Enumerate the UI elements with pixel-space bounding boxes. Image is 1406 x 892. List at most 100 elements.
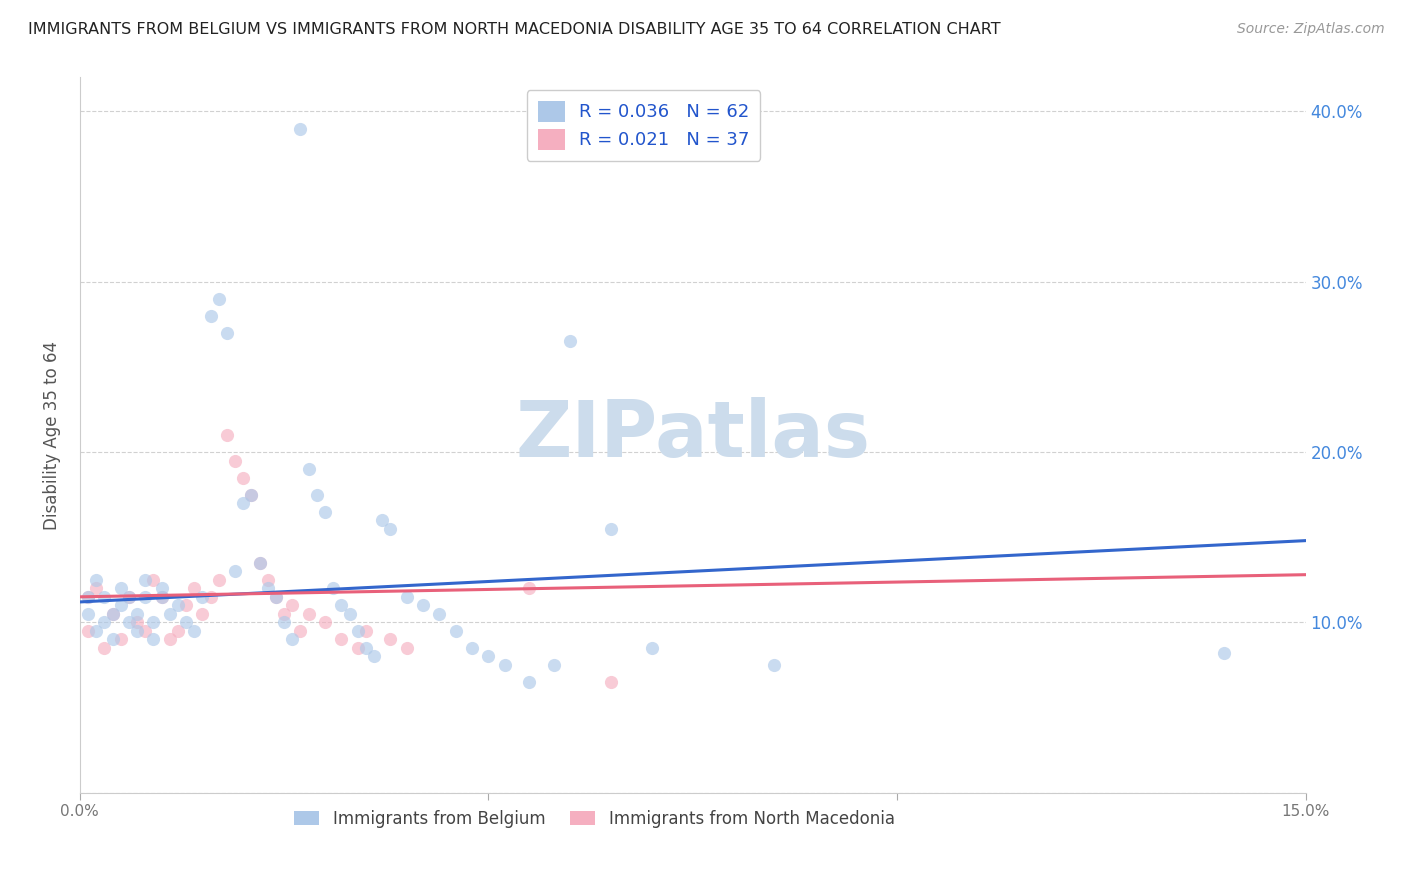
Point: [191, 607, 214, 621]
Point: [363, 649, 385, 664]
Point: [134, 573, 156, 587]
Point: [174, 599, 197, 613]
Point: [240, 488, 263, 502]
Point: [215, 428, 238, 442]
Point: [110, 599, 132, 613]
Point: [494, 657, 516, 672]
Point: [412, 599, 434, 613]
Point: [134, 624, 156, 638]
Point: [641, 640, 664, 655]
Point: [142, 632, 165, 647]
Point: [354, 640, 377, 655]
Point: [200, 590, 222, 604]
Point: [461, 640, 484, 655]
Point: [125, 615, 148, 630]
Point: [339, 607, 361, 621]
Point: [380, 522, 402, 536]
Point: [380, 632, 402, 647]
Text: ZIPatlas: ZIPatlas: [515, 397, 870, 473]
Legend: Immigrants from Belgium, Immigrants from North Macedonia: Immigrants from Belgium, Immigrants from…: [288, 803, 901, 834]
Point: [305, 488, 328, 502]
Point: [256, 573, 278, 587]
Point: [101, 632, 124, 647]
Point: [150, 590, 173, 604]
Point: [150, 590, 173, 604]
Point: [256, 582, 278, 596]
Point: [77, 590, 100, 604]
Point: [150, 582, 173, 596]
Point: [371, 513, 394, 527]
Point: [224, 453, 246, 467]
Point: [77, 590, 100, 604]
Point: [159, 632, 181, 647]
Point: [249, 556, 271, 570]
Point: [93, 590, 115, 604]
Point: [125, 607, 148, 621]
Point: [118, 590, 141, 604]
Point: [142, 573, 165, 587]
Point: [273, 615, 295, 630]
Point: [191, 590, 214, 604]
Point: [600, 675, 623, 690]
Point: [314, 505, 336, 519]
Point: [281, 632, 304, 647]
Point: [354, 624, 377, 638]
Point: [298, 462, 321, 476]
Point: [249, 556, 271, 570]
Point: [134, 590, 156, 604]
Point: [167, 599, 190, 613]
Point: [517, 582, 540, 596]
Point: [264, 590, 287, 604]
Point: [118, 590, 141, 604]
Point: [232, 470, 254, 484]
Point: [101, 607, 124, 621]
Point: [346, 640, 368, 655]
Point: [330, 632, 353, 647]
Point: [232, 496, 254, 510]
Point: [110, 632, 132, 647]
Point: [215, 326, 238, 340]
Point: [264, 590, 287, 604]
Point: [477, 649, 499, 664]
Point: [167, 624, 190, 638]
Point: [600, 522, 623, 536]
Point: [77, 624, 100, 638]
Point: [208, 292, 231, 306]
Point: [200, 309, 222, 323]
Point: [558, 334, 581, 349]
Point: [183, 624, 205, 638]
Point: [159, 607, 181, 621]
Point: [77, 607, 100, 621]
Point: [1212, 646, 1234, 660]
Point: [543, 657, 565, 672]
Point: [429, 607, 451, 621]
Point: [84, 582, 107, 596]
Point: [125, 624, 148, 638]
Text: Source: ZipAtlas.com: Source: ZipAtlas.com: [1237, 22, 1385, 37]
Point: [224, 564, 246, 578]
Text: IMMIGRANTS FROM BELGIUM VS IMMIGRANTS FROM NORTH MACEDONIA DISABILITY AGE 35 TO : IMMIGRANTS FROM BELGIUM VS IMMIGRANTS FR…: [28, 22, 1001, 37]
Point: [290, 624, 312, 638]
Point: [101, 607, 124, 621]
Point: [290, 121, 312, 136]
Point: [93, 640, 115, 655]
Point: [183, 582, 205, 596]
Point: [84, 573, 107, 587]
Point: [763, 657, 786, 672]
Point: [395, 590, 418, 604]
Point: [174, 615, 197, 630]
Point: [93, 615, 115, 630]
Y-axis label: Disability Age 35 to 64: Disability Age 35 to 64: [44, 341, 60, 530]
Point: [395, 640, 418, 655]
Point: [346, 624, 368, 638]
Point: [330, 599, 353, 613]
Point: [84, 624, 107, 638]
Point: [142, 615, 165, 630]
Point: [110, 582, 132, 596]
Point: [208, 573, 231, 587]
Point: [273, 607, 295, 621]
Point: [298, 607, 321, 621]
Point: [517, 675, 540, 690]
Point: [281, 599, 304, 613]
Point: [444, 624, 467, 638]
